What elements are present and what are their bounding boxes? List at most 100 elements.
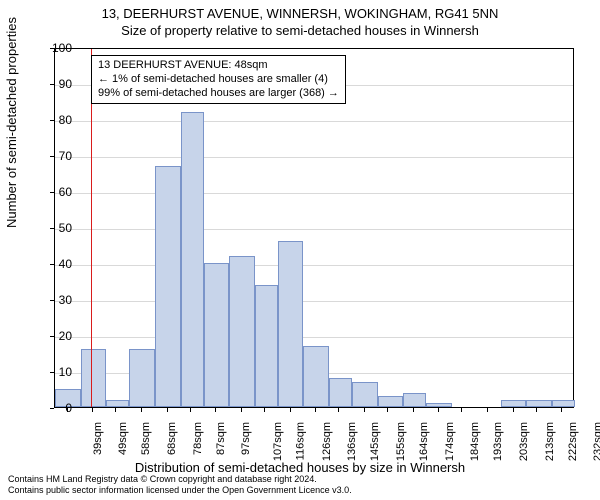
y-tick-mark xyxy=(50,300,54,301)
x-tick-mark xyxy=(92,408,93,412)
x-tick-mark xyxy=(438,408,439,412)
chart-area: 13 DEERHURST AVENUE: 48sqm ← 1% of semi-… xyxy=(54,48,574,408)
histogram-bar xyxy=(352,382,378,407)
y-tick-label: 100 xyxy=(52,41,72,55)
chart-title-sub: Size of property relative to semi-detach… xyxy=(0,23,600,38)
info-box: 13 DEERHURST AVENUE: 48sqm ← 1% of semi-… xyxy=(91,55,346,104)
gridline-h xyxy=(55,337,573,338)
y-tick-mark xyxy=(50,408,54,409)
footer-line-1: Contains HM Land Registry data © Crown c… xyxy=(8,474,352,485)
y-tick-mark xyxy=(50,48,54,49)
info-line-3: 99% of semi-detached houses are larger (… xyxy=(98,87,339,101)
x-tick-label: 107sqm xyxy=(272,422,284,461)
y-tick-mark xyxy=(50,228,54,229)
x-tick-mark xyxy=(290,408,291,412)
x-tick-label: 97sqm xyxy=(240,422,252,455)
y-tick-label: 60 xyxy=(59,185,72,199)
x-tick-label: 164sqm xyxy=(418,422,430,461)
gridline-h xyxy=(55,301,573,302)
x-axis-label: Distribution of semi-detached houses by … xyxy=(0,460,600,475)
x-tick-mark xyxy=(315,408,316,412)
gridline-h xyxy=(55,265,573,266)
y-tick-label: 40 xyxy=(59,257,72,271)
y-tick-label: 90 xyxy=(59,77,72,91)
y-tick-label: 80 xyxy=(59,113,72,127)
footer-line-2: Contains public sector information licen… xyxy=(8,485,352,496)
gridline-h xyxy=(55,193,573,194)
x-tick-mark xyxy=(413,408,414,412)
histogram-bar xyxy=(229,256,255,407)
x-tick-mark xyxy=(338,408,339,412)
histogram-bar xyxy=(129,349,155,407)
x-tick-label: 87sqm xyxy=(215,422,227,455)
histogram-bar xyxy=(278,241,304,407)
y-tick-mark xyxy=(50,84,54,85)
x-tick-label: 145sqm xyxy=(369,422,381,461)
y-tick-mark xyxy=(50,264,54,265)
x-tick-mark xyxy=(536,408,537,412)
x-tick-mark xyxy=(264,408,265,412)
histogram-bar xyxy=(155,166,181,407)
x-tick-mark xyxy=(141,408,142,412)
x-tick-label: 116sqm xyxy=(294,422,306,460)
y-tick-label: 10 xyxy=(59,365,72,379)
x-tick-mark xyxy=(67,408,68,412)
x-tick-label: 232sqm xyxy=(592,422,600,461)
y-tick-mark xyxy=(50,120,54,121)
gridline-h xyxy=(55,121,573,122)
histogram-bar xyxy=(329,378,352,407)
histogram-bar xyxy=(552,400,575,407)
histogram-bar xyxy=(81,349,107,407)
gridline-h xyxy=(55,229,573,230)
histogram-bar xyxy=(378,396,404,407)
x-tick-label: 155sqm xyxy=(395,422,407,461)
gridline-h xyxy=(55,157,573,158)
histogram-bar xyxy=(106,400,129,407)
x-tick-mark xyxy=(115,408,116,412)
x-tick-label: 203sqm xyxy=(518,422,530,461)
y-tick-label: 20 xyxy=(59,329,72,343)
x-tick-label: 39sqm xyxy=(92,422,104,455)
x-tick-label: 174sqm xyxy=(444,422,456,461)
x-tick-label: 126sqm xyxy=(321,422,333,461)
x-tick-label: 68sqm xyxy=(166,422,178,455)
x-tick-mark xyxy=(561,408,562,412)
y-tick-mark xyxy=(50,372,54,373)
histogram-bar xyxy=(204,263,230,407)
histogram-bar xyxy=(426,403,452,407)
x-tick-mark xyxy=(215,408,216,412)
x-tick-label: 193sqm xyxy=(492,422,504,461)
histogram-bar xyxy=(255,285,278,407)
histogram-bar xyxy=(526,400,552,407)
x-tick-mark xyxy=(461,408,462,412)
x-tick-mark xyxy=(190,408,191,412)
histogram-bar xyxy=(181,112,204,407)
y-tick-mark xyxy=(50,336,54,337)
y-tick-mark xyxy=(50,192,54,193)
info-line-2: ← 1% of semi-detached houses are smaller… xyxy=(98,73,339,87)
x-tick-mark xyxy=(364,408,365,412)
x-tick-label: 184sqm xyxy=(469,422,481,461)
y-tick-label: 30 xyxy=(59,293,72,307)
x-tick-label: 222sqm xyxy=(567,422,579,461)
x-tick-label: 136sqm xyxy=(346,422,358,461)
x-tick-mark xyxy=(513,408,514,412)
info-line-1: 13 DEERHURST AVENUE: 48sqm xyxy=(98,59,339,73)
x-tick-mark xyxy=(387,408,388,412)
x-tick-label: 213sqm xyxy=(544,422,556,461)
footer-attribution: Contains HM Land Registry data © Crown c… xyxy=(8,474,352,496)
x-tick-label: 49sqm xyxy=(117,422,129,455)
plot-region: 13 DEERHURST AVENUE: 48sqm ← 1% of semi-… xyxy=(54,48,574,408)
y-axis-label: Number of semi-detached properties xyxy=(4,17,19,228)
x-tick-mark xyxy=(487,408,488,412)
x-tick-mark xyxy=(241,408,242,412)
histogram-bar xyxy=(403,393,426,407)
chart-title-main: 13, DEERHURST AVENUE, WINNERSH, WOKINGHA… xyxy=(0,6,600,21)
y-tick-mark xyxy=(50,156,54,157)
y-tick-label: 50 xyxy=(59,221,72,235)
y-tick-label: 70 xyxy=(59,149,72,163)
histogram-bar xyxy=(501,400,527,407)
x-tick-label: 58sqm xyxy=(141,422,153,455)
x-tick-mark xyxy=(167,408,168,412)
histogram-bar xyxy=(303,346,329,407)
